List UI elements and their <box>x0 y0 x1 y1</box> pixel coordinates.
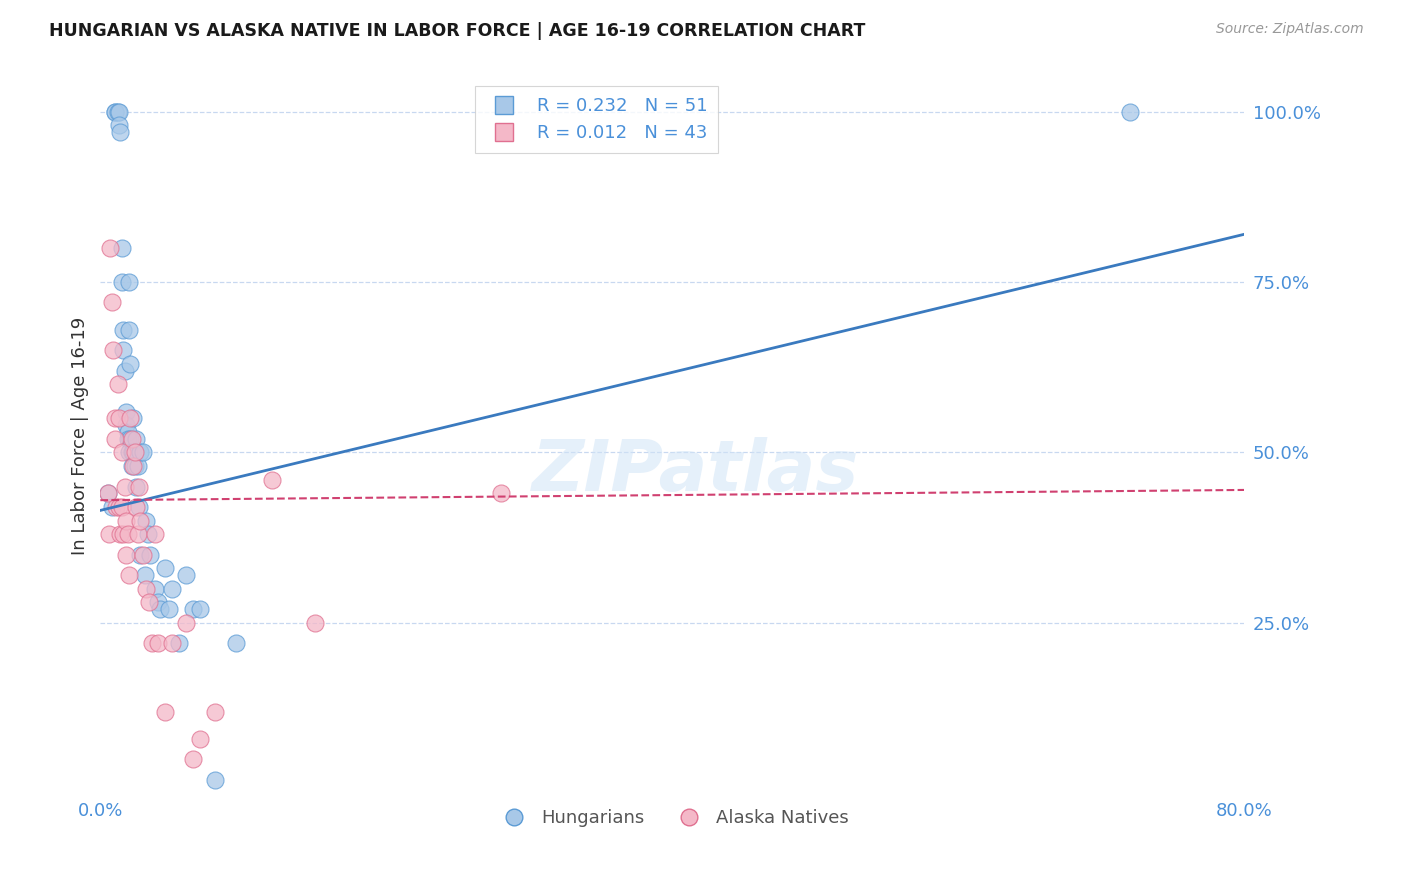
Point <box>111 445 134 459</box>
Point <box>124 459 146 474</box>
Point <box>108 104 131 119</box>
Point <box>153 705 176 719</box>
Point <box>107 377 129 392</box>
Point <box>98 241 121 255</box>
Y-axis label: In Labor Force | Age 16-19: In Labor Force | Age 16-19 <box>72 317 89 555</box>
Point <box>160 636 183 650</box>
Point <box>125 479 148 493</box>
Point <box>135 514 157 528</box>
Point <box>115 514 138 528</box>
Point <box>97 527 120 541</box>
Point <box>122 411 145 425</box>
Point <box>101 295 124 310</box>
Point <box>125 500 148 514</box>
Point <box>153 561 176 575</box>
Point <box>135 582 157 596</box>
Point <box>122 459 145 474</box>
Point <box>190 731 212 746</box>
Point <box>103 343 125 358</box>
Point <box>304 615 326 630</box>
Point <box>129 514 152 528</box>
Point <box>111 275 134 289</box>
Point <box>120 411 142 425</box>
Point <box>174 568 197 582</box>
Point <box>112 323 135 337</box>
Point <box>146 595 169 609</box>
Point <box>174 615 197 630</box>
Point <box>149 602 172 616</box>
Point <box>489 486 512 500</box>
Point <box>134 568 156 582</box>
Point <box>104 104 127 119</box>
Point <box>129 445 152 459</box>
Point <box>115 404 138 418</box>
Text: Source: ZipAtlas.com: Source: ZipAtlas.com <box>1216 22 1364 37</box>
Point <box>118 323 141 337</box>
Point <box>104 104 127 119</box>
Point <box>138 595 160 609</box>
Point <box>1119 104 1142 119</box>
Point <box>136 527 159 541</box>
Point <box>128 479 150 493</box>
Legend: Hungarians, Alaska Natives: Hungarians, Alaska Natives <box>488 802 856 834</box>
Point <box>139 548 162 562</box>
Point <box>121 445 143 459</box>
Point <box>146 636 169 650</box>
Point <box>111 241 134 255</box>
Point <box>127 459 149 474</box>
Point <box>181 752 204 766</box>
Point <box>120 432 142 446</box>
Point <box>190 602 212 616</box>
Text: ZIPatlas: ZIPatlas <box>531 437 859 506</box>
Point <box>96 486 118 500</box>
Point <box>111 500 134 514</box>
Point <box>105 500 128 514</box>
Point <box>115 418 138 433</box>
Point <box>117 425 139 439</box>
Point <box>108 411 131 425</box>
Point <box>112 343 135 358</box>
Point <box>112 527 135 541</box>
Point <box>124 445 146 459</box>
Point <box>117 432 139 446</box>
Point <box>101 500 124 514</box>
Point <box>104 411 127 425</box>
Point <box>132 548 155 562</box>
Point <box>127 527 149 541</box>
Point <box>121 432 143 446</box>
Point <box>115 548 138 562</box>
Point <box>204 705 226 719</box>
Point <box>96 486 118 500</box>
Point <box>160 582 183 596</box>
Point <box>225 636 247 650</box>
Point <box>132 445 155 459</box>
Point <box>143 527 166 541</box>
Point <box>122 445 145 459</box>
Point <box>129 548 152 562</box>
Point <box>110 125 132 139</box>
Point <box>125 432 148 446</box>
Point <box>114 363 136 377</box>
Point <box>157 602 180 616</box>
Point <box>167 636 190 650</box>
Point <box>108 500 131 514</box>
Point <box>114 479 136 493</box>
Point <box>104 432 127 446</box>
Point <box>118 275 141 289</box>
Point <box>107 104 129 119</box>
Point <box>108 118 131 132</box>
Point <box>110 527 132 541</box>
Point <box>118 445 141 459</box>
Point <box>117 527 139 541</box>
Point <box>120 357 142 371</box>
Point <box>141 636 163 650</box>
Text: HUNGARIAN VS ALASKA NATIVE IN LABOR FORCE | AGE 16-19 CORRELATION CHART: HUNGARIAN VS ALASKA NATIVE IN LABOR FORC… <box>49 22 866 40</box>
Point <box>204 772 226 787</box>
Point <box>128 500 150 514</box>
Point <box>121 459 143 474</box>
Point <box>118 568 141 582</box>
Point <box>143 582 166 596</box>
Point <box>260 473 283 487</box>
Point <box>181 602 204 616</box>
